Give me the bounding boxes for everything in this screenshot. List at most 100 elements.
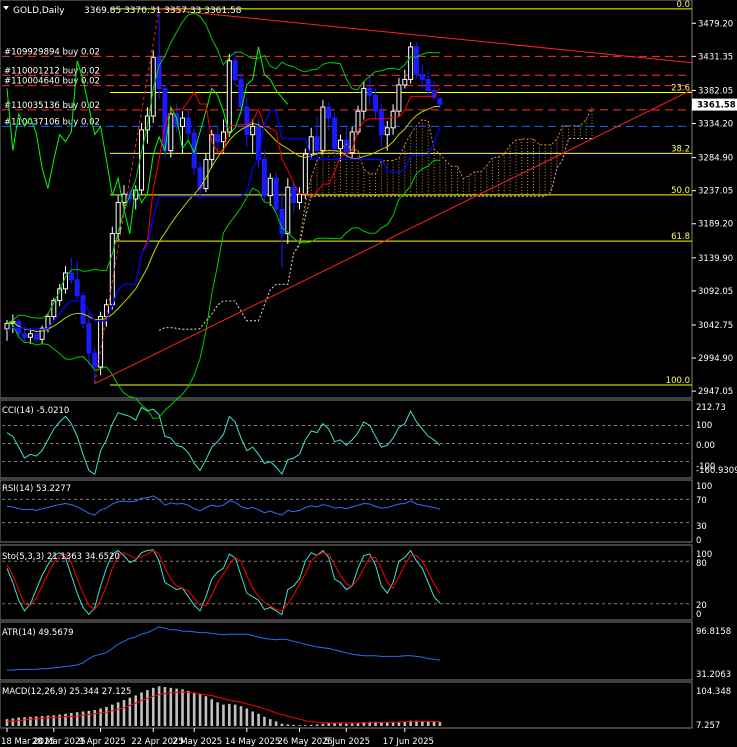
fib-level-label: 50.0 [671, 186, 690, 196]
macd-histogram-bar [192, 692, 196, 726]
order-label: #110004640 buy 0.02 [4, 77, 100, 87]
overlay-layer: 0.0 23.6 38.2 50.0 61.8 100.0 #109929894 buy 0… [4, 0, 693, 420]
candle-body [273, 177, 279, 210]
macd-histogram-bar [87, 710, 91, 726]
macd-histogram-bar [321, 723, 325, 726]
candle-body [267, 177, 273, 197]
macd-title: MACD(12,26,9) 25.344 27.125 [2, 687, 131, 697]
macd-histogram-bar [251, 711, 254, 726]
moving-average-line [6, 105, 440, 333]
order-label: #110035136 buy 0.02 [4, 101, 100, 111]
fib-level-label: 38.2 [671, 144, 690, 154]
candle-body [308, 136, 314, 155]
candle-body [384, 127, 390, 136]
date-tick-label: 14 May 2025 [225, 737, 280, 747]
price-tick-label: 3139.90 [698, 254, 733, 264]
macd-histogram-bar [333, 722, 336, 726]
macd-histogram-bar [280, 723, 284, 726]
candle-body [238, 78, 244, 108]
candle-body [220, 131, 226, 143]
cci-axis-label: 212.73 [696, 403, 726, 413]
macd-histogram-bar [309, 724, 313, 726]
macd-histogram-bar [315, 724, 319, 726]
macd-histogram-bar [175, 688, 178, 726]
candle-body [437, 98, 443, 105]
symbol-label: GOLD,Daily [13, 6, 65, 16]
candle-body [68, 272, 74, 281]
candle-body [197, 167, 203, 190]
candle-body [390, 110, 396, 129]
candle-body [378, 110, 384, 136]
price-tick-label: 3042.75 [698, 321, 733, 331]
macd-histogram-bar [356, 722, 360, 726]
stoch-title: Sto(5,3,3) 21.1363 34.6520 [2, 552, 120, 562]
stoch-axis-label: 80 [696, 559, 707, 569]
resistance-trendline [159, 8, 693, 64]
candle-body [98, 316, 104, 368]
candle-body [367, 87, 373, 96]
stoch-signal-line [6, 549, 441, 612]
order-label: #109929894 buy 0.02 [4, 47, 100, 57]
cci-axis-label: -160.9309 [696, 466, 737, 476]
main-panel-frame [0, 0, 693, 399]
candle-body [86, 322, 92, 354]
macd-histogram-bar [415, 720, 418, 726]
macd-histogram-bar [374, 721, 377, 726]
chart-header: GOLD,Daily 3369.85 3370.31 3357.33 3361.… [3, 6, 242, 16]
symbol-dropdown-icon[interactable] [3, 6, 9, 10]
atr-line [7, 626, 440, 671]
macd-histogram-bar [257, 713, 260, 726]
macd-histogram-bar [426, 721, 430, 726]
fib-level-label: 23.6 [671, 84, 690, 94]
macd-histogram-bar [64, 713, 67, 726]
date-tick-label: 9 Apr 2025 [79, 737, 126, 747]
rsi-panel-frame [0, 479, 693, 543]
date-tick-label: 28 Mar 2025 [32, 737, 86, 747]
candle-body [51, 300, 57, 318]
price-tick-label: 3237.05 [698, 187, 733, 197]
macd-histogram-bar [222, 704, 225, 726]
macd-histogram-bar [29, 716, 32, 726]
candle-body [320, 106, 326, 152]
candle-body [402, 78, 408, 86]
macd-histogram-bar [298, 725, 301, 726]
macd-histogram-bar [380, 722, 383, 726]
macd-histogram-bar [157, 686, 161, 726]
candle-body [291, 186, 297, 203]
cci-axis-label: 0.00 [696, 441, 715, 451]
candle-body [250, 125, 256, 136]
candle-body [302, 153, 308, 195]
macd-histogram-bar [128, 697, 132, 726]
macd-histogram-bar [409, 720, 412, 726]
fib-level-label: 61.8 [671, 232, 690, 242]
stoch-axis-label: 100 [696, 550, 712, 560]
fib-level-label: 100.0 [666, 376, 690, 386]
macd-histogram-bar [228, 703, 231, 726]
macd-histogram-bar [99, 708, 102, 726]
macd-histogram-bar [169, 687, 173, 726]
macd-histogram-bar [391, 722, 395, 726]
macd-histogram-bar [268, 719, 272, 726]
macd-histogram-bar [81, 711, 85, 726]
candle-body [209, 134, 215, 161]
candle-body [191, 132, 197, 169]
macd-histogram-bar [93, 709, 97, 726]
macd-histogram-bar [75, 712, 79, 726]
macd-histogram-bar [216, 702, 219, 726]
macd-histogram-bar [11, 718, 15, 726]
candle-body [244, 106, 250, 136]
date-tick-label: 18 Mar 2025 [1, 737, 55, 747]
macd-panel-frame [0, 681, 693, 729]
ohlc-values: 3369.85 3370.31 3357.33 3361.58 [84, 6, 242, 16]
macd-histogram-bar [432, 721, 436, 726]
macd-histogram-bar [70, 713, 73, 726]
date-tick-label: 17 Jun 2025 [383, 737, 434, 747]
atr-axis-label: 31.2063 [696, 670, 731, 680]
macd-histogram-bar [116, 702, 120, 726]
macd-histogram-bar [163, 687, 167, 726]
rsi-title: RSI(14) 53.2277 [2, 484, 71, 494]
rsi-axis-label: 0 [696, 536, 701, 546]
candle-body [185, 117, 191, 134]
axis-layer: 3479.20 3431.35 3382.05 3334.20 3284.90 3237.… [1, 19, 737, 747]
